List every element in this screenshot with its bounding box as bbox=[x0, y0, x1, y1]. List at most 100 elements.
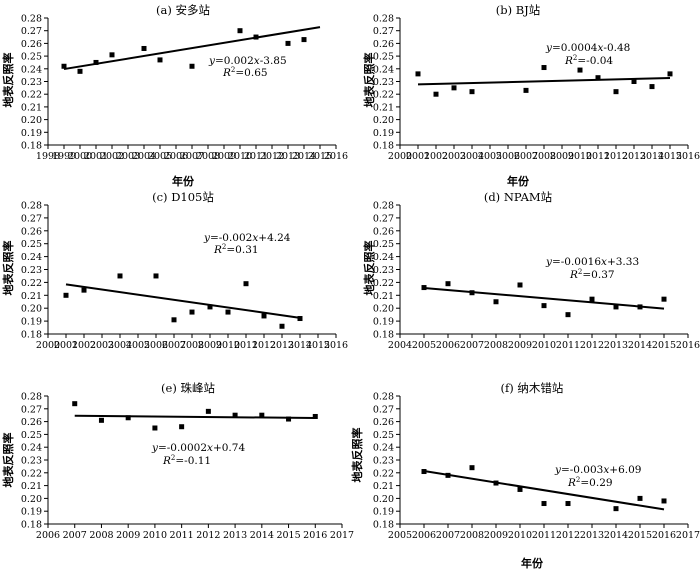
data-point bbox=[565, 501, 571, 507]
x-tick-label: 2007 bbox=[514, 151, 538, 162]
y-tick-label: 0.20 bbox=[21, 115, 42, 126]
y-tick-label: 0.27 bbox=[373, 404, 394, 415]
y-tick-label: 0.26 bbox=[21, 417, 42, 428]
chart-title: (f) 纳木错站 bbox=[501, 381, 564, 395]
y-axis-label: 地表反照率 bbox=[350, 428, 364, 483]
data-point bbox=[205, 408, 211, 414]
y-tick-label: 0.28 bbox=[373, 14, 394, 25]
x-tick-label: 2005 bbox=[126, 340, 150, 351]
data-point bbox=[469, 290, 475, 296]
y-tick-label: 0.20 bbox=[373, 115, 394, 126]
trend-line bbox=[65, 283, 301, 319]
x-tick-label: 2008 bbox=[196, 151, 220, 162]
data-point bbox=[77, 68, 83, 74]
data-point bbox=[232, 412, 238, 418]
x-tick-label: 1999 bbox=[52, 151, 76, 162]
x-tick-label: 2007 bbox=[436, 530, 460, 541]
data-point bbox=[312, 413, 318, 419]
trend-line bbox=[423, 470, 665, 511]
r-squared-label: R2=0.37 bbox=[569, 268, 615, 281]
y-tick-label: 0.21 bbox=[21, 102, 42, 113]
x-tick-label: 2002 bbox=[424, 151, 448, 162]
data-point bbox=[153, 273, 159, 279]
data-point bbox=[469, 465, 475, 471]
y-axis-label: 地表反照率 bbox=[1, 53, 15, 108]
chart-title: (d) NPAM站 bbox=[484, 190, 553, 204]
regression-equation: y=-0.0016x+3.33 bbox=[545, 256, 639, 268]
y-tick-label: 0.25 bbox=[21, 239, 42, 250]
x-tick-label: 2001 bbox=[54, 340, 78, 351]
y-tick-label: 0.28 bbox=[373, 392, 394, 403]
x-tick-label: 2013 bbox=[580, 530, 604, 541]
data-point bbox=[589, 296, 595, 302]
trend-line bbox=[417, 76, 671, 86]
x-tick-label: 2014 bbox=[250, 530, 274, 541]
x-tick-label: 2008 bbox=[180, 340, 204, 351]
data-point bbox=[517, 486, 523, 492]
x-tick-label: 2011 bbox=[234, 340, 258, 351]
x-tick-label: 2008 bbox=[484, 340, 508, 351]
y-tick-label: 0.25 bbox=[21, 52, 42, 63]
chart-0-marks: 0.18 0.19 0.20 0.210.22 0.23 0.240.25 0.26 0.27… bbox=[21, 14, 348, 163]
data-point bbox=[649, 84, 655, 90]
regression-equation: y=-0.003x+6.09 bbox=[554, 464, 641, 476]
y-tick-label: 0.18 bbox=[21, 330, 42, 341]
data-point bbox=[98, 417, 104, 423]
y-tick-label: 0.22 bbox=[373, 468, 394, 479]
x-tick-label: 2011 bbox=[532, 530, 556, 541]
data-point bbox=[72, 401, 78, 407]
y-tick-label: 0.28 bbox=[21, 14, 42, 25]
data-point bbox=[61, 63, 67, 69]
x-tick-label: 2006 bbox=[144, 340, 168, 351]
x-tick-label: 2012 bbox=[604, 151, 628, 162]
data-point bbox=[279, 323, 285, 329]
y-tick-label: 0.25 bbox=[21, 430, 42, 441]
chart-panel-c: (c) D105站 地表反照率 y=-0.002x+4.24 R2=0.31 bbox=[1, 190, 291, 296]
x-tick-label: 2017 bbox=[330, 530, 354, 541]
data-point bbox=[631, 79, 637, 84]
y-tick-label: 0.28 bbox=[21, 201, 42, 212]
data-point bbox=[179, 424, 185, 430]
r-squared-label: R2=0.31 bbox=[213, 243, 259, 256]
data-point bbox=[445, 472, 451, 478]
y-tick-label: 0.23 bbox=[21, 456, 42, 467]
y-tick-label: 0.27 bbox=[373, 213, 394, 224]
x-tick-label: 2001 bbox=[406, 151, 430, 162]
y-axis-label: 地表反照率 bbox=[1, 433, 15, 488]
data-point bbox=[253, 34, 259, 40]
data-point bbox=[541, 501, 547, 507]
data-point bbox=[595, 75, 601, 81]
data-point bbox=[523, 87, 529, 93]
data-point bbox=[445, 281, 451, 287]
y-tick-label: 0.20 bbox=[21, 494, 42, 505]
x-tick-label: 2016 bbox=[676, 151, 700, 162]
chart-panel-d: (d) NPAM站 地表反照率 y=-0.0016x+3.33 R2=0.37 bbox=[362, 190, 639, 296]
x-tick-label: 2005 bbox=[148, 151, 172, 162]
x-tick-label: 2015 bbox=[306, 340, 330, 351]
y-tick-label: 0.23 bbox=[373, 77, 394, 88]
x-tick-label: 2014 bbox=[288, 340, 312, 351]
y-tick-label: 0.19 bbox=[21, 128, 42, 139]
x-tick-label: 2014 bbox=[640, 151, 664, 162]
data-point bbox=[243, 281, 249, 287]
y-tick-label: 0.18 bbox=[21, 520, 42, 531]
chart-panel-e: (e) 珠峰站 地表反照率 y=-0.0002x+0.74 R2=-0.11 bbox=[1, 381, 245, 488]
y-tick-label: 0.26 bbox=[373, 417, 394, 428]
data-point bbox=[286, 416, 292, 422]
y-tick-label: 0.27 bbox=[21, 26, 42, 37]
regression-equation: y=-0.0002x+0.74 bbox=[151, 442, 245, 454]
y-tick-label: 0.21 bbox=[373, 481, 394, 492]
x-tick-label: 2007 bbox=[162, 340, 186, 351]
x-tick-label: 2011 bbox=[244, 151, 268, 162]
y-tick-label: 0.19 bbox=[21, 507, 42, 518]
data-point bbox=[541, 303, 547, 309]
y-tick-label: 0.18 bbox=[373, 141, 394, 152]
data-point bbox=[493, 480, 499, 486]
x-tick-label: 2010 bbox=[532, 340, 556, 351]
data-point bbox=[207, 304, 213, 310]
data-point bbox=[421, 285, 427, 291]
data-point bbox=[125, 415, 131, 421]
data-point bbox=[517, 282, 523, 288]
data-point bbox=[225, 309, 231, 315]
